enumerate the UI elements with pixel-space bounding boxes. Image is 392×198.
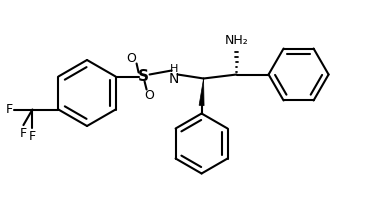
Text: O: O — [145, 89, 154, 102]
Text: F: F — [20, 127, 27, 140]
Text: S: S — [138, 69, 149, 84]
Text: F: F — [5, 103, 13, 116]
Text: F: F — [29, 129, 36, 143]
Text: H: H — [169, 64, 178, 73]
Text: NH₂: NH₂ — [225, 34, 249, 47]
Text: N: N — [169, 71, 179, 86]
Text: O: O — [127, 52, 136, 65]
Polygon shape — [199, 78, 204, 106]
